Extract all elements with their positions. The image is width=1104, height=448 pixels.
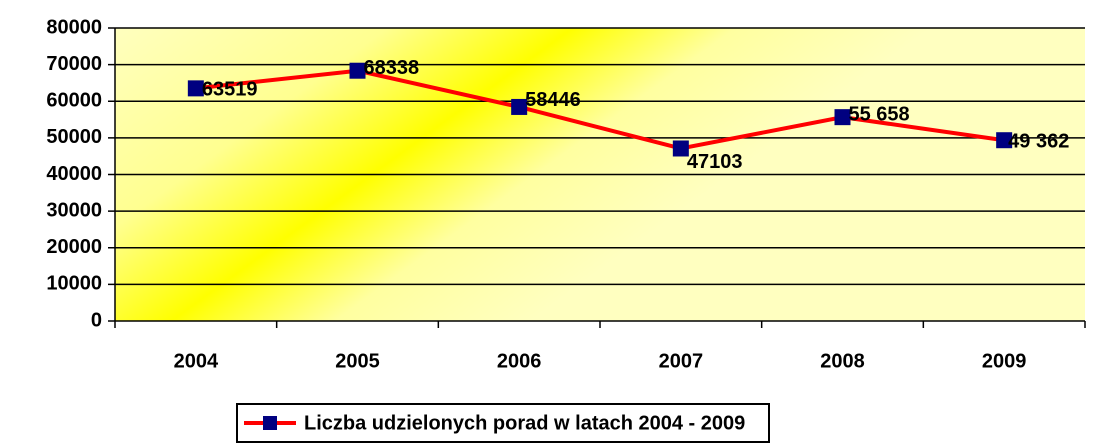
marker [996, 132, 1013, 149]
marker [349, 62, 366, 79]
data-label: 47103 [687, 151, 743, 173]
y-tick-label: 50000 [46, 126, 102, 148]
series-line [195, 68, 1005, 151]
marker [834, 109, 851, 126]
x-tick-label: 2005 [335, 350, 380, 372]
data-label: 63519 [202, 79, 258, 101]
legend-label: Liczba udzielonych porad w latach 2004 -… [304, 412, 745, 434]
x-tick-label: 2006 [497, 350, 542, 372]
y-tick-label: 0 [91, 309, 102, 331]
data-label: 49 362 [1008, 130, 1069, 152]
x-tick-label: 2007 [659, 350, 704, 372]
legend-box [236, 403, 770, 443]
x-tick-label: 2004 [174, 350, 219, 372]
marker [511, 98, 528, 115]
y-tick-label: 70000 [46, 53, 102, 75]
data-label: 68338 [364, 57, 420, 79]
x-tick-label: 2009 [982, 350, 1027, 372]
legend: Liczba udzielonych porad w latach 2004 -… [236, 403, 770, 443]
y-tick-label: 30000 [46, 199, 102, 221]
x-tick-label: 2008 [820, 350, 865, 372]
marker [187, 80, 204, 97]
legend-marker [263, 416, 277, 430]
y-tick-label: 20000 [46, 236, 102, 258]
y-tick-label: 80000 [46, 16, 102, 38]
y-tick-label: 40000 [46, 163, 102, 185]
data-label: 58446 [525, 89, 581, 111]
marker [672, 140, 689, 157]
y-tick-label: 10000 [46, 273, 102, 295]
data-label: 55 658 [849, 103, 910, 125]
y-tick-label: 60000 [46, 90, 102, 112]
